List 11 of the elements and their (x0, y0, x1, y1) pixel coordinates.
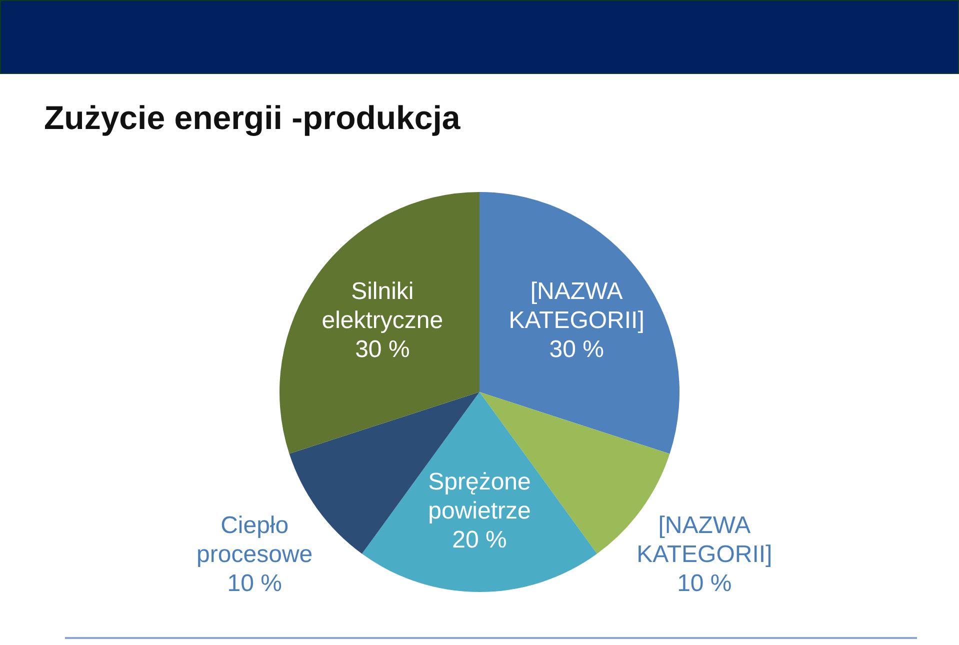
data-label: 30 % (549, 336, 604, 364)
slice-label: [NAZWA KATEGORII] (508, 278, 644, 334)
slice-label: [NAZWA KATEGORII] (636, 512, 772, 568)
chart-title: Zużycie energii -produkcja (44, 98, 460, 138)
data-label: 10 % (227, 570, 282, 598)
data-label: 10 % (677, 570, 732, 598)
slice-label: Silniki elektryczne (322, 278, 444, 334)
slice-label: Sprężone powietrze (428, 468, 531, 525)
slice-label: Ciepło procesowe (196, 512, 313, 568)
data-label: 30 % (355, 336, 410, 364)
data-label: 20 % (452, 526, 507, 554)
